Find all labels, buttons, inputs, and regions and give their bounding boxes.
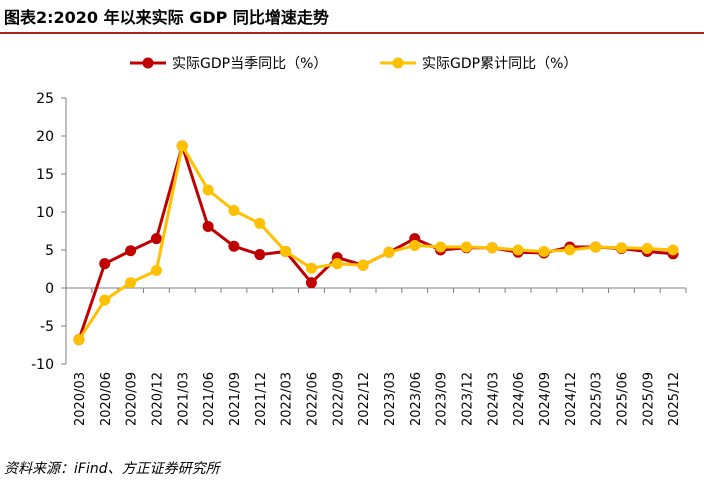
x-tick-label: 2021/12 bbox=[254, 372, 269, 426]
data-point bbox=[512, 244, 524, 256]
x-tick-label: 2020/03 bbox=[73, 372, 88, 426]
x-tick-label: 2023/06 bbox=[409, 372, 424, 426]
figure-title: 图表2:2020 年以来实际 GDP 同比增速走势 bbox=[4, 8, 329, 27]
data-point bbox=[202, 184, 214, 196]
x-tick-label: 2025/12 bbox=[667, 372, 682, 426]
data-point bbox=[99, 294, 111, 306]
x-tick-label: 2023/09 bbox=[435, 372, 450, 426]
y-tick-label: 20 bbox=[36, 129, 54, 145]
x-tick-label: 2022/09 bbox=[331, 372, 346, 426]
x-tick-label: 2025/03 bbox=[590, 372, 605, 426]
data-point bbox=[176, 140, 188, 152]
x-tick-label: 2020/12 bbox=[150, 372, 165, 426]
x-tick-label: 2020/06 bbox=[99, 372, 114, 426]
y-tick-label: 10 bbox=[36, 205, 54, 221]
data-point bbox=[435, 241, 447, 253]
data-point bbox=[486, 242, 498, 254]
data-point bbox=[564, 244, 576, 256]
data-point bbox=[615, 242, 627, 254]
x-tick-label: 2024/06 bbox=[512, 372, 527, 426]
y-tick-label: -10 bbox=[31, 357, 54, 373]
data-point bbox=[641, 242, 653, 254]
data-point bbox=[150, 233, 162, 245]
series-line bbox=[77, 144, 674, 341]
data-point bbox=[331, 258, 343, 270]
line-chart: 25 20 15 10 5 0 -5 -10 2020/03 2020/06 2020/09 2020… bbox=[31, 56, 687, 426]
data-point bbox=[73, 334, 85, 346]
chart-series bbox=[73, 140, 679, 346]
legend-marker bbox=[392, 57, 404, 69]
data-point bbox=[254, 217, 266, 229]
x-tick-label: 2021/09 bbox=[228, 372, 243, 426]
data-point bbox=[99, 258, 111, 270]
data-point bbox=[280, 246, 292, 258]
series-line bbox=[77, 144, 674, 341]
data-point bbox=[357, 259, 369, 271]
data-point bbox=[254, 249, 266, 261]
data-point bbox=[228, 240, 240, 252]
data-point bbox=[538, 246, 550, 258]
y-tick-label: -5 bbox=[40, 319, 54, 335]
x-tick-label: 2021/03 bbox=[176, 372, 191, 426]
data-point bbox=[305, 277, 317, 289]
legend-marker bbox=[142, 57, 154, 69]
data-point bbox=[202, 220, 214, 232]
data-point bbox=[125, 245, 137, 257]
legend-label: 实际GDP当季同比（%） bbox=[172, 56, 327, 72]
x-tick-label: 2024/03 bbox=[486, 372, 501, 426]
x-tick-label: 2022/06 bbox=[305, 372, 320, 426]
x-tick-label: 2022/12 bbox=[357, 372, 372, 426]
y-tick-label: 0 bbox=[45, 281, 54, 297]
x-tick-label: 2024/12 bbox=[564, 372, 579, 426]
x-tick-label: 2020/09 bbox=[125, 372, 140, 426]
legend-label: 实际GDP累计同比（%） bbox=[422, 56, 577, 72]
x-tick-label: 2023/12 bbox=[460, 372, 475, 426]
data-point bbox=[460, 241, 472, 253]
chart-axes: 25 20 15 10 5 0 -5 -10 2020/03 2020/06 2020/09 2020… bbox=[31, 91, 687, 426]
data-point bbox=[150, 265, 162, 277]
y-tick-label: 5 bbox=[45, 243, 54, 259]
data-point bbox=[667, 244, 679, 256]
data-point bbox=[305, 262, 317, 274]
x-tick-label: 2024/09 bbox=[538, 372, 553, 426]
x-tick-label: 2025/06 bbox=[615, 372, 630, 426]
y-tick-label: 15 bbox=[36, 167, 54, 183]
x-tick-label: 2021/06 bbox=[202, 372, 217, 426]
data-point bbox=[383, 246, 395, 258]
data-point bbox=[590, 241, 602, 253]
title-divider bbox=[0, 32, 704, 34]
x-tick-label: 2025/09 bbox=[641, 372, 656, 426]
data-point bbox=[409, 239, 421, 251]
chart-legend: 实际GDP当季同比（%） 实际GDP累计同比（%） bbox=[130, 56, 577, 72]
data-point bbox=[125, 277, 137, 289]
x-tick-label: 2023/03 bbox=[383, 372, 398, 426]
y-tick-label: 25 bbox=[36, 91, 54, 107]
x-tick-label: 2022/03 bbox=[280, 372, 295, 426]
source-note: 资料来源：iFind、方正证券研究所 bbox=[4, 461, 220, 477]
data-point bbox=[228, 204, 240, 216]
